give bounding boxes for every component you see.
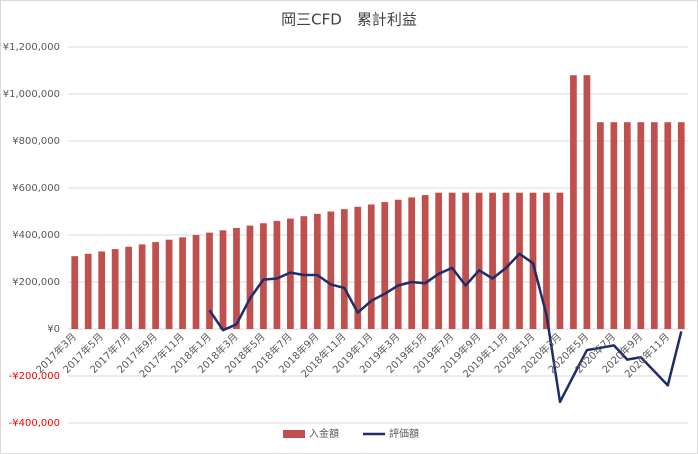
bar [489,192,496,329]
bar [71,256,79,329]
bar [637,122,645,329]
bar [448,192,456,329]
bar [610,122,618,329]
y-tick-label: ¥400,000 [12,230,60,241]
bar [84,253,92,329]
bar [98,251,106,329]
bar [556,192,564,329]
bar [543,192,550,329]
bar [138,244,146,329]
bar [340,209,348,329]
bar [475,192,483,329]
y-tick-label: ¥1,000,000 [3,89,60,100]
bar [597,122,604,329]
bar [260,223,267,329]
bar [583,75,591,329]
y-tick-label: ¥800,000 [12,136,60,147]
chart-title: 岡三CFD 累計利益 [281,11,417,29]
bar [677,122,685,329]
bar [273,220,281,329]
bar [623,122,631,329]
bar [233,227,240,329]
bar [206,232,213,329]
bar [664,122,672,329]
bar [219,230,227,329]
bar [529,192,537,329]
bar [192,235,200,329]
bar [300,216,308,329]
y-tick-label: ¥1,200,000 [3,42,60,53]
y-tick-label: -¥200,000 [9,371,60,382]
bar [367,204,375,329]
y-tick-label: ¥600,000 [12,183,60,194]
bar [394,199,402,329]
bar [327,211,335,329]
legend-swatch [283,430,305,438]
bar [381,202,389,329]
bar [246,225,254,329]
bar [462,192,469,329]
y-tick-label: ¥200,000 [12,277,60,288]
bar [502,192,510,329]
y-tick-label: ¥0 [47,324,60,335]
bar [313,213,321,329]
bar [421,195,429,329]
bar [570,75,577,329]
legend-label: 入金額 [309,427,339,440]
bar [650,122,658,329]
bar [125,246,133,329]
bar [435,192,443,329]
bar [516,192,523,329]
bar [408,197,416,329]
bar [111,249,119,329]
bar [354,206,362,329]
legend-label: 評価額 [389,427,419,440]
bar [179,237,186,329]
bar [165,239,173,329]
y-tick-label: -¥400,000 [9,418,60,429]
line [208,252,683,404]
bar [152,242,159,329]
